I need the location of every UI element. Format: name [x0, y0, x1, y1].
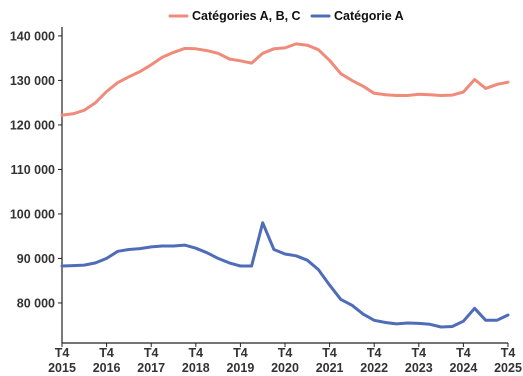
x-tick-label-quarter: T4: [412, 346, 427, 360]
y-tick-label: 80 000: [17, 296, 55, 310]
legend-label-categories-abc: Catégories A, B, C: [192, 9, 301, 23]
x-tick-label-year: 2024: [449, 361, 477, 375]
x-tick-label-year: 2021: [316, 361, 344, 375]
y-tick-label: 140 000: [10, 29, 55, 43]
x-tick-label-quarter: T4: [322, 346, 337, 360]
series-line-categories-abc: [60, 42, 510, 117]
x-axis-ticks: T42015T42016T42017T42018T42019T42020T420…: [48, 343, 522, 375]
y-tick-label: 100 000: [10, 207, 55, 221]
x-tick-label-year: 2022: [360, 361, 388, 375]
x-tick-label-year: 2015: [48, 361, 76, 375]
x-tick-label-quarter: T4: [501, 346, 516, 360]
x-tick-label-year: 2016: [93, 361, 121, 375]
y-tick-label: 130 000: [10, 74, 55, 88]
series-lines: [60, 42, 510, 329]
y-tick-label: 110 000: [11, 163, 56, 177]
x-tick-label-quarter: T4: [278, 346, 293, 360]
x-tick-label-quarter: T4: [144, 346, 159, 360]
axes: [61, 27, 508, 344]
y-tick-label: 90 000: [17, 252, 55, 266]
x-tick-label-year: 2023: [405, 361, 433, 375]
legend-label-categorie-a: Catégorie A: [334, 9, 404, 23]
series-line-categorie-a: [60, 221, 510, 329]
x-tick-label-year: 2019: [226, 361, 254, 375]
x-tick-label-quarter: T4: [189, 346, 204, 360]
x-tick-label-quarter: T4: [367, 346, 382, 360]
x-tick-label-year: 2020: [271, 361, 299, 375]
x-tick-label-year: 2017: [137, 361, 165, 375]
x-tick-label-quarter: T4: [99, 346, 114, 360]
legend: Catégories A, B, C Catégorie A: [168, 9, 404, 23]
x-tick-label-quarter: T4: [233, 346, 248, 360]
x-tick-label-quarter: T4: [456, 346, 471, 360]
x-tick-label-year: 2025: [494, 361, 522, 375]
x-tick-label-quarter: T4: [55, 346, 70, 360]
y-axis-ticks: 80 000 90 000 100 000 110 000 120 000 130 000…: [10, 29, 62, 310]
x-tick-label-year: 2018: [182, 361, 210, 375]
y-tick-label: 120 000: [10, 118, 55, 132]
